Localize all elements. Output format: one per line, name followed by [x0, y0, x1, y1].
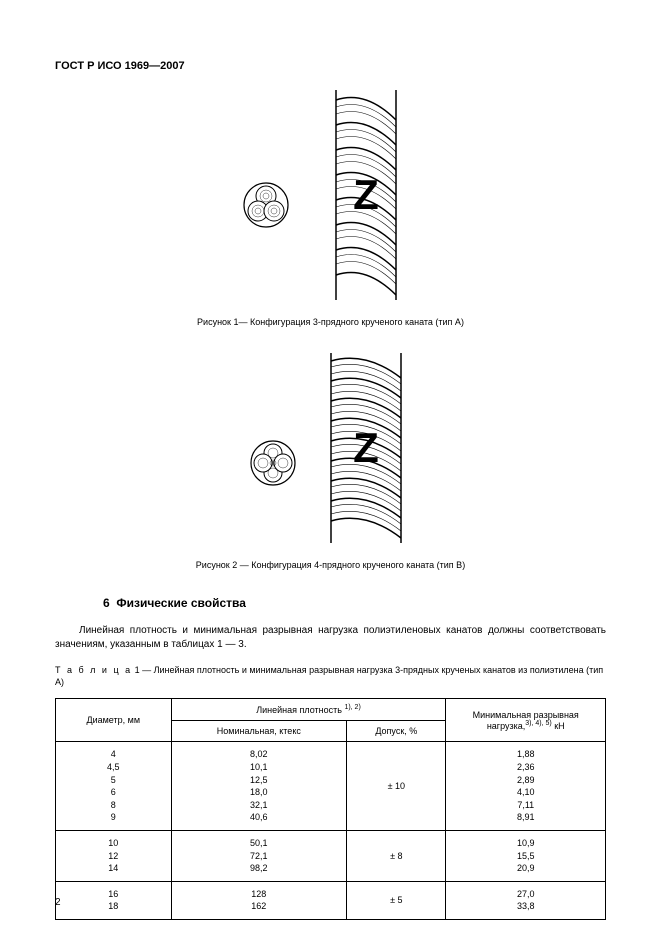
col-linear-density: Линейная плотность 1), 2): [171, 699, 446, 721]
col-nominal: Номинальная, ктекс: [171, 721, 347, 742]
page-number: 2: [55, 897, 61, 908]
cell-diameter: 1618: [56, 881, 172, 919]
section-heading: 6 Физические свойства: [103, 596, 606, 610]
table-row: 1618128162± 527,033,8: [56, 881, 606, 919]
cell-tolerance: ± 5: [347, 881, 446, 919]
figure-1-caption: Рисунок 1— Конфигурация 3-прядного круче…: [55, 317, 606, 327]
body-paragraph: Линейная плотность и минимальная разрывн…: [55, 624, 606, 651]
cell-minbreak: 27,033,8: [446, 881, 606, 919]
cell-diameter: 44,55689: [56, 742, 172, 831]
document-page: ГОСТ Р ИСО 1969—2007: [0, 0, 661, 936]
cell-minbreak: 10,915,520,9: [446, 830, 606, 881]
cell-tolerance: ± 8: [347, 830, 446, 881]
table-header-row-1: Диаметр, мм Линейная плотность 1), 2) Ми…: [56, 699, 606, 721]
table-caption: Т а б л и ц а 1 — Линейная плотность и м…: [55, 665, 606, 688]
cell-minbreak: 1,882,362,894,107,118,91: [446, 742, 606, 831]
rope-3-strand-icon: Z: [211, 90, 451, 300]
figure-2-caption: Рисунок 2 — Конфигурация 4-прядного круч…: [55, 560, 606, 570]
doc-header: ГОСТ Р ИСО 1969—2007: [55, 60, 606, 72]
table-caption-rest: 1 — Линейная плотность и минимальная раз…: [55, 665, 603, 687]
col-diameter: Диаметр, мм: [56, 699, 172, 742]
table-caption-prefix: Т а б л и ц а: [55, 665, 132, 675]
rope-4-strand-icon: Z: [211, 353, 451, 543]
cell-nominal: 8,0210,112,518,032,140,6: [171, 742, 347, 831]
section-number: 6: [103, 596, 110, 610]
cell-tolerance: ± 10: [347, 742, 446, 831]
table-row: 44,556898,0210,112,518,032,140,6± 101,88…: [56, 742, 606, 831]
svg-text:Z: Z: [353, 424, 379, 471]
figure-1: Z: [55, 90, 606, 303]
data-table: Диаметр, мм Линейная плотность 1), 2) Ми…: [55, 698, 606, 920]
col-min-break: Минимальная разрывная нагрузка,3), 4), 5…: [446, 699, 606, 742]
cell-nominal: 128162: [171, 881, 347, 919]
section-title: Физические свойства: [116, 596, 246, 610]
cell-diameter: 101214: [56, 830, 172, 881]
table-row: 10121450,172,198,2± 810,915,520,9: [56, 830, 606, 881]
col-tolerance: Допуск, %: [347, 721, 446, 742]
figure-2: Z: [55, 353, 606, 546]
svg-text:Z: Z: [353, 171, 379, 218]
cell-nominal: 50,172,198,2: [171, 830, 347, 881]
